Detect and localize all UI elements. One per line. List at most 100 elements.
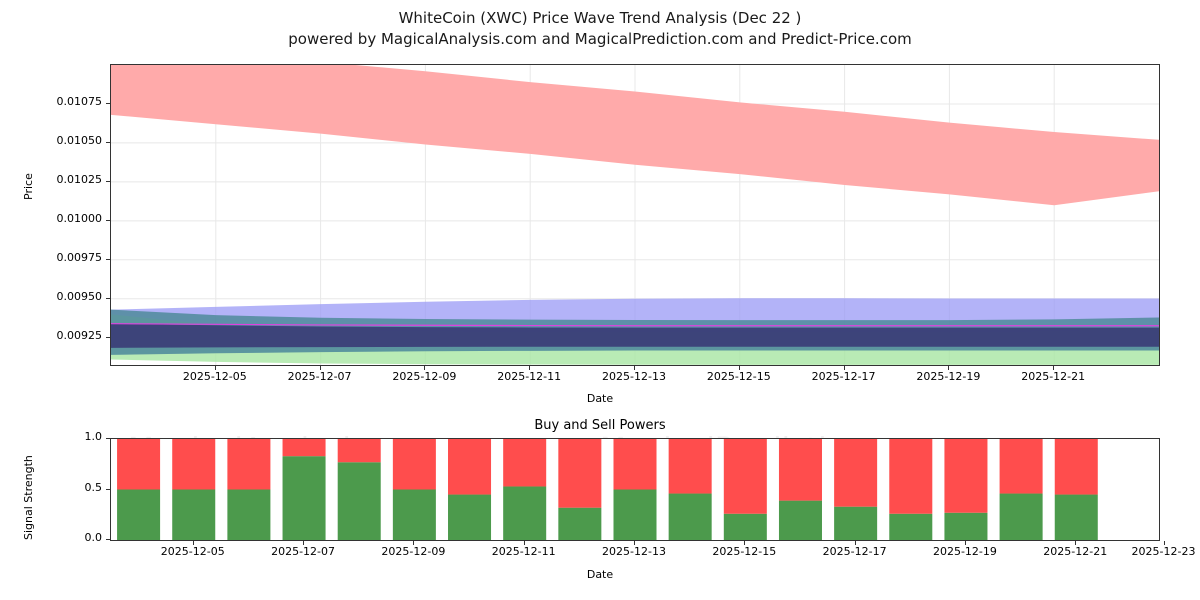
buy-power-bar [668,493,712,540]
sell-power-bar [1054,439,1098,495]
x-tick-mark [523,541,525,545]
buy-power-bar [723,513,767,540]
band-upper-resistance-band [111,65,1159,206]
y-tick-mark [106,102,110,104]
y-tick-label: 0.01050 [56,133,103,147]
sell-power-bar [723,439,767,514]
buy-power-bar [392,489,436,540]
signal-strength-axis-label: Signal Strength [22,455,35,540]
y-tick-mark [106,438,110,439]
y-tick-label: 0.00925 [56,328,103,342]
date-axis-label-lower: Date [586,568,614,581]
y-tick-label: 0.5 [84,480,103,494]
x-tick-mark [738,366,740,370]
buy-power-bar [1054,494,1098,540]
x-tick-mark [413,541,415,545]
x-tick-label: 2025-12-15 [712,545,777,558]
buy-power-bar [944,512,988,540]
x-tick-label: 2025-12-17 [822,545,887,558]
y-tick-mark [106,219,110,221]
x-tick-label: 2025-12-11 [497,370,562,383]
sell-power-bar [117,439,161,490]
buy-power-bar [558,507,602,540]
page-title: WhiteCoin (XWC) Price Wave Trend Analysi… [398,9,802,27]
x-tick-mark [214,366,216,370]
y-tick-label: 0.01000 [56,211,103,225]
x-tick-label: 2025-12-19 [932,545,997,558]
sell-power-bar [172,439,216,490]
x-tick-label: 2025-12-05 [182,370,247,383]
x-tick-mark [634,541,635,545]
x-tick-mark [634,366,635,370]
sell-power-bar [778,439,822,501]
magenta-trend-line [111,323,1159,327]
x-tick-label: 2025-12-09 [392,370,457,383]
x-tick-label: 2025-12-07 [271,545,336,558]
buy-sell-chart-title: Buy and Sell Powers [534,418,666,433]
sell-power-bar [448,439,492,495]
x-tick-label: 2025-12-17 [811,370,876,383]
sell-power-bar [834,439,878,507]
chart-title-block: WhiteCoin (XWC) Price Wave Trend Analysi… [0,8,1200,50]
sell-power-bar [392,439,436,490]
buy-power-bar [613,489,657,540]
x-tick-mark [192,541,194,545]
sell-power-bar [613,439,657,490]
y-tick-label: 0.01075 [56,94,103,108]
sell-power-bar [337,439,381,463]
x-tick-label: 2025-12-05 [160,545,225,558]
x-tick-mark [303,541,305,545]
y-tick-label: 0.00975 [56,250,103,264]
band-dark-navy-core-band [111,323,1159,348]
sell-power-bar [282,439,326,457]
buy-power-bar [448,494,492,540]
sell-power-bar [999,439,1043,494]
date-axis-label-upper: Date [586,392,614,405]
x-tick-mark [964,541,966,545]
x-tick-mark [1075,541,1077,545]
sell-power-bar [227,439,271,490]
x-tick-mark [843,366,845,370]
x-tick-mark [1053,366,1055,370]
buy-power-bar [117,489,161,540]
x-tick-mark [1163,541,1165,545]
x-tick-label: 2025-12-19 [916,370,981,383]
buy-sell-svg [117,439,1098,540]
price-wave-svg [111,65,1159,365]
x-tick-label: 2025-12-07 [287,370,352,383]
y-tick-mark [106,336,110,338]
sell-power-bar [503,439,547,487]
y-tick-label: 1.0 [84,430,103,443]
buy-power-bar [778,500,822,540]
x-tick-label: 2025-12-21 [1021,370,1086,383]
sell-power-bar [889,439,933,514]
x-tick-mark [529,366,531,370]
sell-power-bar [558,439,602,508]
x-tick-label: 2025-12-13 [602,370,666,383]
x-tick-mark [744,541,746,545]
y-tick-mark [106,488,110,490]
buy-power-bar [337,462,381,540]
x-tick-mark [854,541,856,545]
x-tick-label: 2025-12-21 [1043,545,1108,558]
y-tick-mark [106,180,110,182]
y-tick-label: 0.01025 [56,172,103,186]
sell-power-bar [944,439,988,513]
x-tick-mark [424,366,426,370]
buy-power-bar [172,489,216,540]
buy-power-bar [227,489,271,540]
y-tick-mark [106,141,110,143]
page-subtitle: powered by MagicalAnalysis.com and Magic… [288,30,912,48]
x-tick-mark [319,366,321,370]
buy-power-bar [999,493,1043,540]
x-tick-label: 2025-12-09 [381,545,446,558]
sell-power-bar [668,439,712,494]
buy-sell-chart-plot-area [110,438,1160,541]
y-tick-mark [106,297,110,299]
x-tick-label: 2025-12-23 [1131,545,1196,558]
x-tick-label: 2025-12-15 [706,370,771,383]
x-tick-label: 2025-12-13 [602,545,666,558]
y-tick-label: 0.00950 [56,289,103,303]
buy-power-bar [282,456,326,540]
price-wave-chart-plot-area [110,64,1160,366]
